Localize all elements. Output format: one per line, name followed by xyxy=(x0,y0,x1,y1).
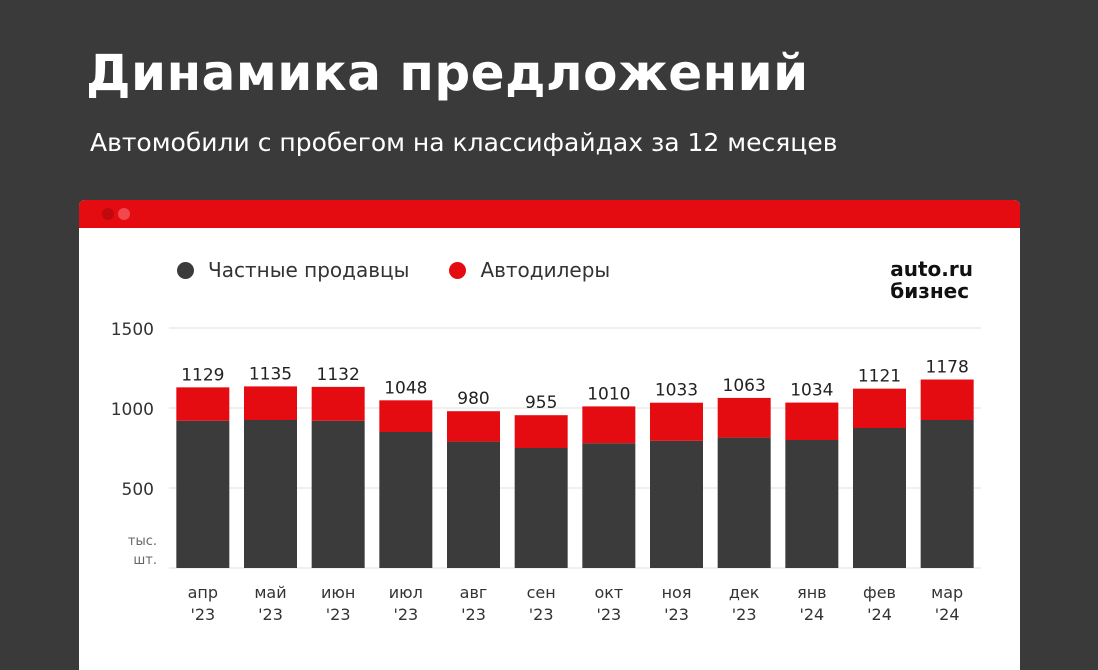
chart-legend: Частные продавцы Автодилеры xyxy=(177,258,650,282)
x-tick-label-month: окт xyxy=(594,583,623,602)
bar-private xyxy=(582,443,636,568)
x-tick-label-year: '23 xyxy=(529,605,554,624)
bar-total-label: 980 xyxy=(457,389,489,409)
x-tick-label-month: янв xyxy=(797,583,827,602)
x-tick-label-year: '23 xyxy=(664,605,689,624)
x-tick-label-year: '24 xyxy=(799,605,824,624)
bar-total-label: 1129 xyxy=(181,365,224,385)
bar-total-label: 1063 xyxy=(723,376,766,396)
logo-line-1: auto.ru xyxy=(890,257,973,281)
bar-private xyxy=(311,420,365,568)
bar-dealers xyxy=(582,406,636,444)
chart-window: Частные продавцы Автодилеры auto.ru бизн… xyxy=(79,200,1020,670)
bar-private xyxy=(176,420,230,568)
bar-total-label: 1135 xyxy=(249,364,292,384)
y-tick-label: 1500 xyxy=(111,320,154,340)
x-tick-label-year: '23 xyxy=(596,605,621,624)
bar-total-label: 1034 xyxy=(790,381,833,401)
x-tick-label-month: июл xyxy=(389,583,423,602)
stacked-bar-chart: 500 1000 1500 1129 апр '23 1135 май '23 1132 июн '2… xyxy=(111,320,981,624)
auto-ru-business-logo: auto.ru бизнес xyxy=(890,258,973,302)
bar-dealers xyxy=(244,386,297,420)
x-tick-label-month: май xyxy=(254,583,286,602)
x-tick-label-month: дек xyxy=(729,583,760,602)
y-axis-unit-line-2: шт. xyxy=(133,553,157,568)
bar-total-label: 1121 xyxy=(858,367,901,387)
bar-dealers xyxy=(785,402,839,440)
legend-label-private: Частные продавцы xyxy=(208,258,410,282)
x-tick-label-month: сен xyxy=(527,583,556,602)
bar-dealers xyxy=(514,415,568,448)
x-tick-label-year: '23 xyxy=(190,605,215,624)
bar-dealers xyxy=(447,411,500,442)
x-tick-label-month: ноя xyxy=(662,583,692,602)
x-tick-label-year: '23 xyxy=(732,605,757,624)
x-tick-label-year: '24 xyxy=(935,605,960,624)
bar-total-label: 1010 xyxy=(587,384,630,404)
bar-total-label: 1033 xyxy=(655,381,698,401)
y-axis-unit: тыс. шт. xyxy=(117,532,157,570)
y-axis-unit-line-1: тыс. xyxy=(127,534,157,549)
legend-swatch-dealers-icon xyxy=(449,261,467,279)
bar-total-label: 955 xyxy=(525,393,557,413)
bar-dealers xyxy=(176,387,230,421)
x-tick-label-month: фев xyxy=(863,583,896,602)
bar-private xyxy=(514,448,568,568)
x-tick-label-year: '23 xyxy=(461,605,486,624)
logo-line-2: бизнес xyxy=(890,279,970,303)
x-tick-label-year: '23 xyxy=(393,605,418,624)
bar-dealers xyxy=(311,386,365,421)
x-tick-label-month: авг xyxy=(460,583,488,602)
window-dot-icon xyxy=(86,208,98,220)
bar-private xyxy=(379,432,433,568)
x-tick-label-year: '23 xyxy=(326,605,351,624)
page-title: Динамика предложений xyxy=(86,44,809,102)
x-tick-label-month: июн xyxy=(321,583,355,602)
bar-private xyxy=(447,441,500,568)
x-tick-label-year: '24 xyxy=(867,605,892,624)
x-tick-label-month: мар xyxy=(931,583,963,602)
bar-total-label: 1048 xyxy=(384,378,427,398)
legend-label-dealers: Автодилеры xyxy=(480,258,611,282)
legend-item-dealers: Автодилеры xyxy=(449,258,610,282)
bar-private xyxy=(920,420,974,568)
bar-private xyxy=(785,440,839,568)
x-tick-label-year: '23 xyxy=(258,605,283,624)
bar-private xyxy=(853,428,906,568)
bar-dealers xyxy=(853,388,906,428)
window-dot-icon xyxy=(118,208,130,220)
bar-private xyxy=(244,420,297,568)
y-tick-label: 500 xyxy=(122,480,154,500)
bar-private xyxy=(717,437,771,568)
legend-swatch-private-icon xyxy=(177,261,194,279)
window-title-bar xyxy=(79,200,1020,228)
bar-dealers xyxy=(717,397,771,438)
x-tick-label-month: апр xyxy=(188,583,218,602)
bar-private xyxy=(650,440,703,568)
bar-dealers xyxy=(379,400,433,432)
bar-total-label: 1132 xyxy=(317,365,360,385)
legend-item-private: Частные продавцы xyxy=(177,258,409,282)
bar-total-label: 1178 xyxy=(926,358,969,378)
page-subtitle: Автомобили с пробегом на классифайдах за… xyxy=(90,128,838,157)
y-tick-label: 1000 xyxy=(111,400,154,420)
window-dot-icon xyxy=(102,208,114,220)
bar-dealers xyxy=(650,402,703,441)
bar-dealers xyxy=(920,379,974,420)
